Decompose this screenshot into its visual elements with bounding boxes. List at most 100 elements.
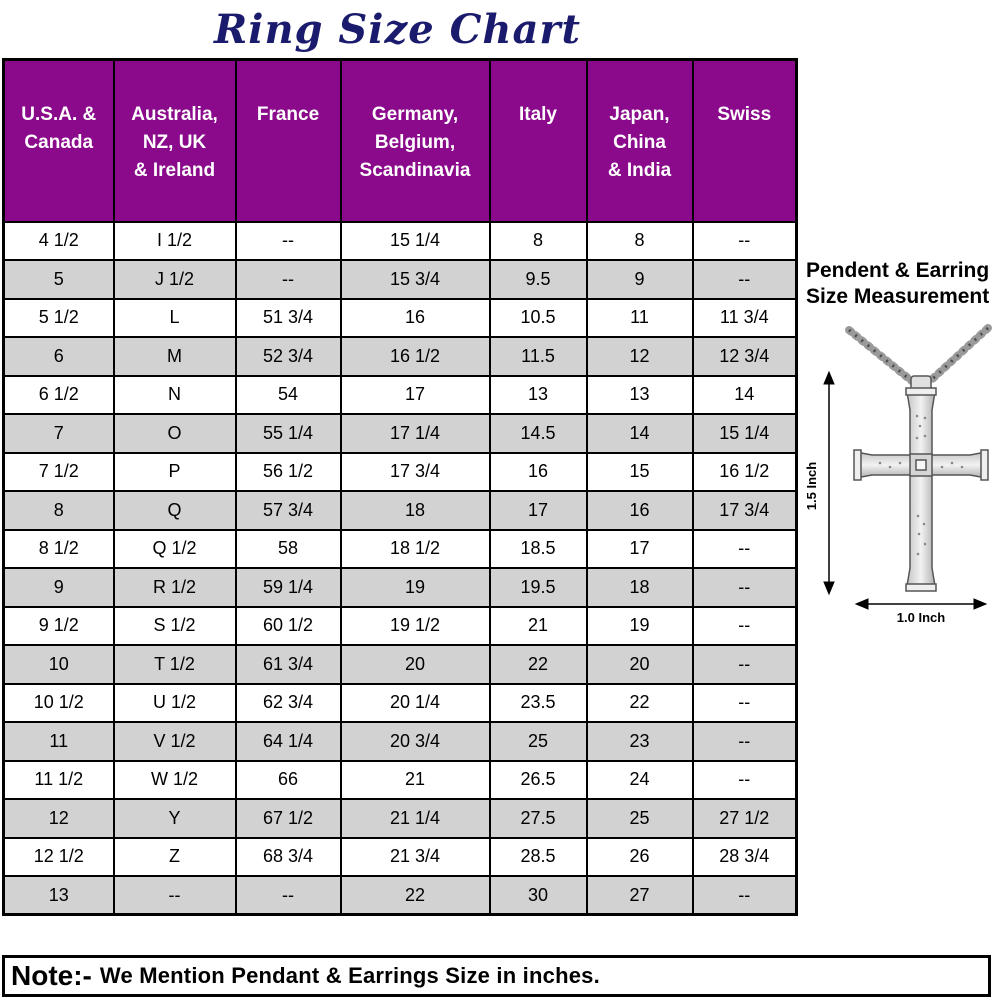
table-cell: --	[691, 682, 798, 723]
table-cell: R 1/2	[112, 567, 237, 608]
table-row: 11 V 1/2 64 1/4 20 3/4 25 23 --	[2, 721, 798, 762]
table-row: 11 1/2 W 1/2 66 21 26.5 24 --	[2, 759, 798, 800]
table-cell: 5 1/2	[2, 297, 115, 338]
column-header: Japan, China & India	[585, 58, 694, 223]
table-cell: 18.5	[488, 528, 588, 569]
table-cell: S 1/2	[112, 605, 237, 646]
table-row: 12 1/2 Z 68 3/4 21 3/4 28.5 26 28 3/4	[2, 836, 798, 877]
crystal-texture	[878, 414, 964, 556]
table-cell: 9	[585, 259, 694, 300]
table-cell: 11 3/4	[691, 297, 798, 338]
table-cell: 13	[2, 875, 115, 916]
table-cell: 11	[585, 297, 694, 338]
table-row: 10 T 1/2 61 3/4 20 22 20 --	[2, 644, 798, 685]
table-cell: 21	[339, 759, 491, 800]
table-cell: N	[112, 374, 237, 415]
column-header: France	[234, 58, 342, 223]
table-cell: 67 1/2	[234, 798, 342, 839]
note-text: We Mention Pendant & Earrings Size in in…	[99, 963, 600, 988]
table-cell: J 1/2	[112, 259, 237, 300]
table-cell: 26.5	[488, 759, 588, 800]
table-cell: 15 1/4	[691, 413, 798, 454]
table-cell: 10.5	[488, 297, 588, 338]
table-cell: 21 3/4	[339, 836, 491, 877]
table-cell: --	[691, 759, 798, 800]
table-cell: 26	[585, 836, 694, 877]
table-cell: 8 1/2	[2, 528, 115, 569]
table-cell: 27	[585, 875, 694, 916]
side-heading-line2: Size Measurement	[806, 284, 990, 308]
table-cell: 19	[585, 605, 694, 646]
table-cell: I 1/2	[112, 220, 237, 261]
table-cell: 7 1/2	[2, 451, 115, 492]
table-cell: L	[112, 297, 237, 338]
table-cell: 22	[488, 644, 588, 685]
table-cell: 30	[488, 875, 588, 916]
table-cell: 20 1/4	[339, 682, 491, 723]
table-cell: --	[691, 721, 798, 762]
cross-pendant-icon	[853, 387, 989, 592]
table-cell: 16	[339, 297, 491, 338]
note-prefix: Note:-	[11, 960, 92, 991]
table-cell: 21	[488, 605, 588, 646]
table-cell: 16	[585, 490, 694, 531]
table-cell: --	[234, 875, 342, 916]
table-cell: 12 1/2	[2, 836, 115, 877]
table-row: 13 -- -- 22 30 27 --	[2, 875, 798, 916]
chain-icon	[845, 324, 992, 386]
table-cell: --	[691, 875, 798, 916]
table-cell: 12	[2, 798, 115, 839]
table-cell: 7	[2, 413, 115, 454]
table-cell: 16 1/2	[691, 451, 798, 492]
table-cell: 14	[691, 374, 798, 415]
table-cell: P	[112, 451, 237, 492]
table-row: 7 1/2 P 56 1/2 17 3/4 16 15 16 1/2	[2, 451, 798, 492]
table-cell: 55 1/4	[234, 413, 342, 454]
table-cell: 17	[585, 528, 694, 569]
table-cell: 64 1/4	[234, 721, 342, 762]
table-cell: 28.5	[488, 836, 588, 877]
table-cell: --	[234, 259, 342, 300]
table-cell: 13	[585, 374, 694, 415]
column-header: Swiss	[691, 58, 798, 223]
table-cell: 60 1/2	[234, 605, 342, 646]
table-cell: 19 1/2	[339, 605, 491, 646]
table-cell: 6 1/2	[2, 374, 115, 415]
table-cell: 14	[585, 413, 694, 454]
header-row: U.S.A. & Canada Australia, NZ, UK & Irela…	[2, 58, 798, 223]
table-cell: 66	[234, 759, 342, 800]
table-cell: 8	[585, 220, 694, 261]
table-row: 8 1/2 Q 1/2 58 18 1/2 18.5 17 --	[2, 528, 798, 569]
table-cell: 61 3/4	[234, 644, 342, 685]
table-row: 9 1/2 S 1/2 60 1/2 19 1/2 21 19 --	[2, 605, 798, 646]
table-row: 5 1/2 L 51 3/4 16 10.5 11 11 3/4	[2, 297, 798, 338]
table-cell: --	[691, 605, 798, 646]
horizontal-measure-arrow	[854, 598, 988, 610]
table-cell: 18	[339, 490, 491, 531]
table-cell: 25	[585, 798, 694, 839]
table-cell: V 1/2	[112, 721, 237, 762]
table-cell: 14.5	[488, 413, 588, 454]
side-heading-line1: Pendent & Earring	[806, 259, 990, 282]
table-row: 8 Q 57 3/4 18 17 16 17 3/4	[2, 490, 798, 531]
table-cell: 23	[585, 721, 694, 762]
table-cell: --	[691, 259, 798, 300]
table-cell: 23.5	[488, 682, 588, 723]
table-cell: M	[112, 336, 237, 377]
table-cell: 9 1/2	[2, 605, 115, 646]
table-cell: 18	[585, 567, 694, 608]
vertical-measure-arrow	[823, 370, 835, 596]
table-cell: 27.5	[488, 798, 588, 839]
table-cell: 59 1/4	[234, 567, 342, 608]
table-cell: O	[112, 413, 237, 454]
table-cell: 17	[488, 490, 588, 531]
table-cell: 9	[2, 567, 115, 608]
table-cell: 15 1/4	[339, 220, 491, 261]
table-cell: Y	[112, 798, 237, 839]
table-cell: U 1/2	[112, 682, 237, 723]
column-header: Australia, NZ, UK & Ireland	[112, 58, 237, 223]
table-cell: 54	[234, 374, 342, 415]
table-cell: 15	[585, 451, 694, 492]
table-cell: Z	[112, 836, 237, 877]
